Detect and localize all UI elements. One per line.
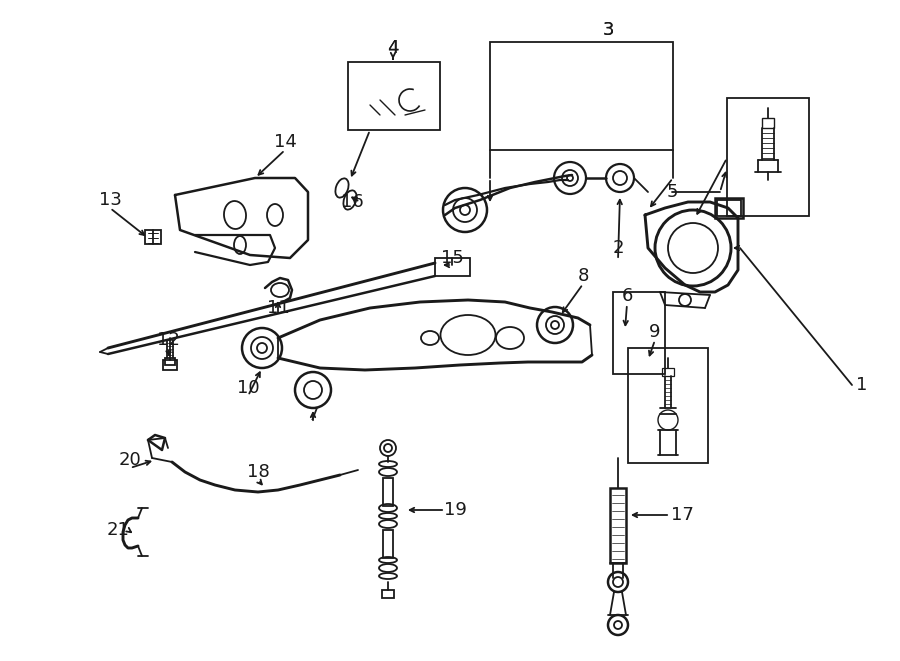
Text: 18: 18: [247, 463, 269, 481]
Bar: [490, 42, 673, 150]
Text: 17: 17: [670, 506, 693, 524]
Text: 19: 19: [444, 501, 466, 519]
Text: 21: 21: [106, 521, 130, 539]
Text: 8: 8: [577, 267, 589, 285]
Text: 7: 7: [307, 406, 319, 424]
Text: 4: 4: [387, 39, 399, 57]
Text: 14: 14: [274, 133, 296, 151]
Bar: [383, 478, 393, 506]
Bar: [348, 62, 440, 130]
Bar: [383, 530, 393, 558]
Text: 10: 10: [237, 379, 259, 397]
Bar: [717, 200, 741, 216]
Text: 3: 3: [602, 21, 614, 39]
Bar: [382, 590, 394, 598]
Bar: [727, 98, 809, 216]
Text: 9: 9: [649, 323, 661, 341]
Text: 20: 20: [119, 451, 141, 469]
Bar: [145, 230, 161, 244]
Bar: [762, 118, 774, 128]
Text: 5: 5: [666, 183, 678, 201]
Text: 13: 13: [99, 191, 122, 209]
Text: 15: 15: [441, 249, 464, 267]
Bar: [435, 258, 470, 276]
Bar: [628, 348, 708, 463]
Text: 12: 12: [157, 331, 179, 349]
Text: 2: 2: [612, 239, 624, 257]
Text: 11: 11: [266, 299, 290, 317]
Bar: [163, 360, 177, 370]
Bar: [613, 292, 665, 374]
Bar: [165, 358, 175, 365]
Text: 16: 16: [340, 193, 364, 211]
Text: 3: 3: [602, 21, 614, 39]
Text: 4: 4: [387, 39, 399, 57]
Bar: [662, 368, 674, 376]
Text: 1: 1: [856, 376, 868, 394]
Bar: [610, 488, 626, 563]
Bar: [715, 198, 743, 218]
Text: 6: 6: [621, 287, 633, 305]
